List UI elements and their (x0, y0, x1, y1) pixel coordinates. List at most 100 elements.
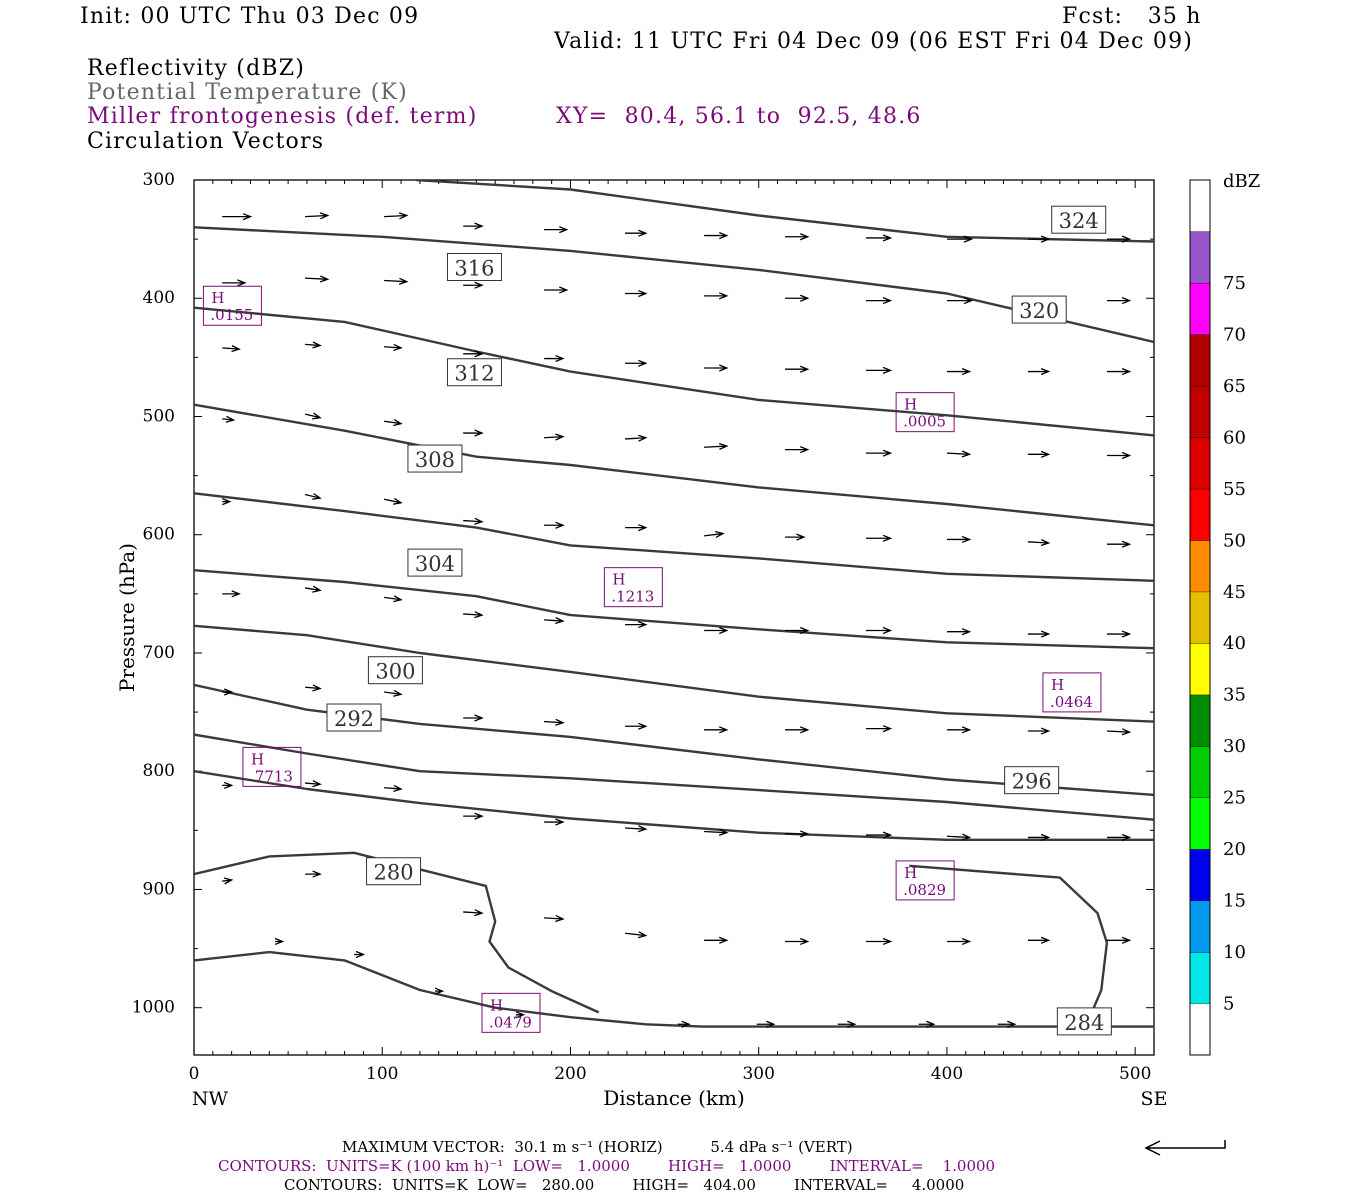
frontogenesis-max-value: .0005 (903, 413, 946, 431)
circulation-vector (946, 297, 974, 305)
colorbar-tick-label: 70 (1223, 324, 1246, 345)
circulation-vector (785, 726, 810, 734)
frontogenesis-max-h: H (904, 864, 917, 882)
frontogenesis-max-box (895, 392, 955, 433)
circulation-vector (463, 517, 484, 525)
circulation-vector (463, 714, 484, 722)
circulation-vector (222, 781, 234, 789)
circulation-vector (997, 1020, 1017, 1028)
circulation-vector (785, 446, 810, 454)
contour-label-box (1004, 766, 1060, 795)
circulation-vector (274, 937, 285, 946)
circulation-vector (785, 626, 810, 635)
frontogenesis-max-value: .1213 (611, 588, 654, 606)
circulation-vector (304, 585, 322, 593)
theta-contour-308 (194, 492, 1154, 582)
colorbar-tick-label: 55 (1223, 479, 1246, 500)
colorbar-segment (1190, 900, 1210, 953)
circulation-vector (704, 232, 729, 240)
circulation-vector (384, 277, 409, 285)
colorbar-segment (1190, 643, 1210, 695)
circulation-vector (946, 628, 972, 636)
frontogenesis-max-box (202, 285, 262, 326)
circulation-vector (544, 433, 565, 441)
circulation-vector (785, 294, 810, 302)
circulation-vector (1106, 833, 1132, 842)
frontogenesis-max-value: .0479 (489, 1013, 532, 1031)
y-axis-label: Pressure (hPa) (115, 543, 139, 692)
circulation-vector (866, 534, 893, 542)
circulation-vector (625, 359, 648, 367)
colorbar-tick-label: 40 (1223, 633, 1246, 654)
circulation-vector (625, 289, 648, 298)
colorbar-tick-label: 20 (1223, 839, 1246, 860)
circulation-vector (946, 450, 972, 458)
plot-frame (193, 179, 1155, 1056)
circulation-vector (463, 222, 484, 230)
field-reflectivity: Reflectivity (dBZ) (87, 56, 306, 81)
circulation-vector (624, 931, 648, 939)
circulation-vector (625, 434, 648, 442)
forecast-hour: Fcst: 35 h (1062, 4, 1202, 29)
contour-label: 316 (454, 257, 494, 281)
contour-label: 296 (1012, 770, 1052, 794)
contour-label-box (1051, 205, 1107, 234)
colorbar-segment (1190, 180, 1210, 232)
circulation-vector (1106, 235, 1132, 243)
theta-contour-note: CONTOURS: UNITS=K LOW= 280.00 HIGH= 404.… (284, 1176, 965, 1194)
circulation-vector (544, 617, 565, 625)
theta-contour-324 (416, 180, 1154, 243)
contour-label-box (446, 253, 502, 281)
x-end-label-left: NW (192, 1088, 229, 1110)
colorbar-segment (1190, 437, 1210, 489)
x-tick-label: 300 (742, 1064, 774, 1084)
colorbar-tick-label: 30 (1223, 736, 1246, 757)
contour-label: 320 (1019, 299, 1059, 323)
colorbar-segment (1190, 849, 1210, 901)
circulation-vector (304, 412, 322, 420)
colorbar-segment (1190, 334, 1210, 386)
circulation-vector (222, 590, 241, 598)
colorbar-segment (1190, 385, 1210, 438)
colorbar-segment (1190, 540, 1210, 592)
theta-contour-296 (194, 683, 1154, 797)
contour-label-box (407, 444, 463, 473)
circulation-vector (463, 281, 484, 289)
circulation-vector (866, 297, 893, 305)
colorbar-segment (1190, 746, 1210, 798)
circulation-vector (946, 235, 974, 243)
colorbar-segment (1190, 591, 1210, 644)
theta-contour-288 (194, 770, 1154, 841)
colorbar-segment (1190, 694, 1210, 747)
colorbar-tick-label: 10 (1223, 942, 1246, 963)
circulation-vector (625, 825, 648, 833)
circulation-vector (625, 229, 648, 237)
contour-label-box (446, 358, 502, 387)
contour-label: 300 (375, 660, 415, 684)
circulation-vector (1027, 727, 1051, 735)
colorbar-tick-label: 60 (1223, 427, 1246, 448)
circulation-vector (305, 780, 322, 788)
circulation-vector (305, 275, 330, 283)
circulation-vector (544, 915, 565, 923)
contour-label-box (1056, 1007, 1112, 1036)
circulation-vector (222, 279, 247, 287)
theta-contour-304 (194, 569, 1154, 650)
circulation-vector (384, 595, 403, 603)
x-axis-label: Distance (km) (603, 1086, 745, 1110)
x-end-label-right: SE (1141, 1088, 1168, 1110)
colorbar-tick-label: 65 (1223, 376, 1246, 397)
contour-label-box (407, 548, 463, 577)
contour-label-box (367, 656, 423, 685)
contour-label-box (1011, 295, 1067, 324)
circulation-vector (625, 621, 648, 629)
circulation-vector (304, 492, 322, 500)
contour-label: 324 (1059, 209, 1099, 233)
circulation-vector (704, 292, 729, 300)
circulation-vector (305, 341, 322, 349)
y-tick-label: 400 (143, 288, 175, 308)
circulation-vector (544, 354, 565, 363)
circulation-vector (946, 833, 972, 841)
circulation-vector (384, 689, 403, 697)
